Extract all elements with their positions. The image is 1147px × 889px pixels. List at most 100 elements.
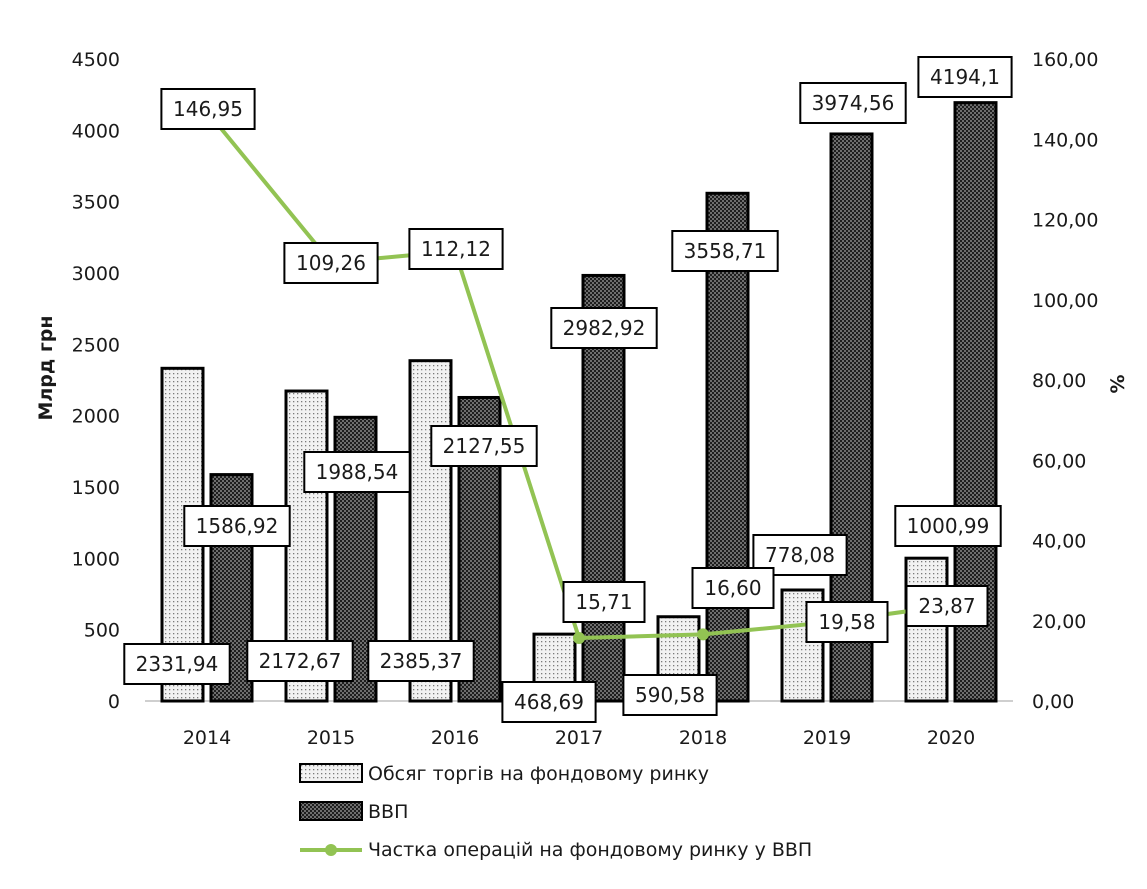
data-label-box xyxy=(805,601,889,643)
data-label-text: 2172,67 xyxy=(259,649,342,673)
data-label-trading-volume: 2172,67 xyxy=(246,640,354,682)
data-label-text: 146,95 xyxy=(173,97,243,121)
data-label-gdp: 1586,92 xyxy=(183,505,291,547)
data-label-gdp: 1988,54 xyxy=(303,451,411,493)
data-label-text: 109,26 xyxy=(296,251,366,275)
data-label-trading-volume: 590,58 xyxy=(622,674,718,716)
data-label-box xyxy=(123,643,231,685)
data-label-text: 23,87 xyxy=(918,594,975,618)
data-label-trading-volume: 1000,99 xyxy=(894,505,1002,547)
legend-item-gdp: ВВП xyxy=(299,801,408,823)
data-label-text: 4194,1 xyxy=(930,65,1000,89)
data-label-share: 109,26 xyxy=(283,242,379,284)
data-label-trading-volume: 2331,94 xyxy=(123,643,231,685)
x-tick-label: 2020 xyxy=(927,727,975,749)
data-label-text: 16,60 xyxy=(704,576,761,600)
data-label-box xyxy=(550,307,658,349)
data-label-box xyxy=(283,242,379,284)
y-tick-label: 3000 xyxy=(72,263,120,285)
data-label-text: 778,08 xyxy=(765,543,835,567)
data-label-text: 1988,54 xyxy=(316,460,399,484)
data-label-share: 19,58 xyxy=(805,601,889,643)
data-label-text: 468,69 xyxy=(514,690,584,714)
data-label-gdp: 2982,92 xyxy=(550,307,658,349)
data-label-box xyxy=(894,505,1002,547)
data-label-share: 112,12 xyxy=(408,228,504,270)
data-label-box xyxy=(917,56,1013,98)
bar-trading-volume xyxy=(904,556,949,703)
legend-item-share: Частка операцій на фондовому ринку у ВВП xyxy=(300,839,812,861)
data-label-box xyxy=(622,674,718,716)
data-label-gdp: 3558,71 xyxy=(671,230,779,272)
data-label-text: 3558,71 xyxy=(684,239,767,263)
legend-swatch-gdp xyxy=(299,801,363,821)
x-tick-label: 2014 xyxy=(183,727,231,749)
data-label-box xyxy=(671,230,779,272)
y-tick-label: 2500 xyxy=(72,334,120,356)
legend-item-trading-volume: Обсяг торгів на фондовому ринку xyxy=(299,763,709,785)
x-tick-label: 2016 xyxy=(431,727,479,749)
data-label-share: 16,60 xyxy=(691,567,775,609)
data-label-gdp: 4194,1 xyxy=(917,56,1013,98)
y-tick-label: 1500 xyxy=(72,477,120,499)
y2-tick-label: 20,00 xyxy=(1032,611,1086,633)
data-label-text: 2331,94 xyxy=(136,652,219,676)
data-label-box xyxy=(501,681,597,723)
x-tick-label: 2017 xyxy=(555,727,603,749)
data-label-trading-volume: 468,69 xyxy=(501,681,597,723)
data-label-text: 112,12 xyxy=(421,237,491,261)
data-label-box xyxy=(905,585,989,627)
y2-tick-label: 40,00 xyxy=(1032,531,1086,553)
y2-tick-label: 120,00 xyxy=(1032,210,1098,232)
x-tick-label: 2018 xyxy=(679,727,727,749)
data-label-text: 590,58 xyxy=(635,683,705,707)
data-label-gdp: 3974,56 xyxy=(799,82,907,124)
line-point xyxy=(573,631,585,644)
data-label-box xyxy=(430,425,538,467)
bar-gdp xyxy=(705,191,750,703)
data-label-box xyxy=(691,567,775,609)
data-label-text: 19,58 xyxy=(818,610,875,634)
legend: Обсяг торгів на фондовому ринку ВВП Част… xyxy=(299,763,812,861)
data-label-box xyxy=(303,451,411,493)
y-tick-label: 2000 xyxy=(72,406,120,428)
y2-tick-label: 140,00 xyxy=(1032,129,1098,151)
legend-marker-share xyxy=(325,844,337,856)
data-label-trading-volume: 2385,37 xyxy=(367,640,475,682)
data-label-box xyxy=(562,581,646,623)
legend-label-trading-volume: Обсяг торгів на фондовому ринку xyxy=(368,763,709,785)
x-tick-label: 2019 xyxy=(803,727,851,749)
data-label-gdp: 2127,55 xyxy=(430,425,538,467)
data-label-share: 15,71 xyxy=(562,581,646,623)
x-axis: 2014 2015 2016 2017 2018 2019 2020 xyxy=(183,727,975,749)
y2-tick-label: 0,00 xyxy=(1032,691,1074,713)
data-label-text: 2127,55 xyxy=(443,434,526,458)
legend-label-gdp: ВВП xyxy=(368,801,408,823)
data-label-text: 2982,92 xyxy=(563,316,646,340)
data-label-text: 1000,99 xyxy=(907,514,990,538)
y-axis-title: Млрд грн xyxy=(35,315,57,420)
y-tick-label: 1000 xyxy=(72,548,120,570)
y2-tick-label: 60,00 xyxy=(1032,450,1086,472)
y-tick-label: 0 xyxy=(108,691,120,713)
data-label-box xyxy=(160,88,256,130)
y-tick-label: 4500 xyxy=(72,49,120,71)
data-label-text: 3974,56 xyxy=(812,91,895,115)
data-label-box xyxy=(799,82,907,124)
y-tick-label: 4000 xyxy=(72,120,120,142)
y2-tick-label: 160,00 xyxy=(1032,49,1098,71)
y-tick-label: 500 xyxy=(84,620,120,642)
legend-swatch-trading-volume xyxy=(299,763,363,783)
data-label-box xyxy=(183,505,291,547)
y-axis-right: 0,00 20,00 40,00 60,00 80,00 100,00 120,00 140,… xyxy=(1032,49,1098,713)
data-label-box xyxy=(367,640,475,682)
data-label-text: 1586,92 xyxy=(196,514,279,538)
data-label-text: 2385,37 xyxy=(380,649,463,673)
y-axis-left: 0 500 1000 1500 2000 2500 3000 3500 4000 4500 xyxy=(72,49,120,713)
x-tick-label: 2015 xyxy=(307,727,355,749)
y2-tick-label: 80,00 xyxy=(1032,370,1086,392)
y2-axis-title: % xyxy=(1107,374,1129,393)
